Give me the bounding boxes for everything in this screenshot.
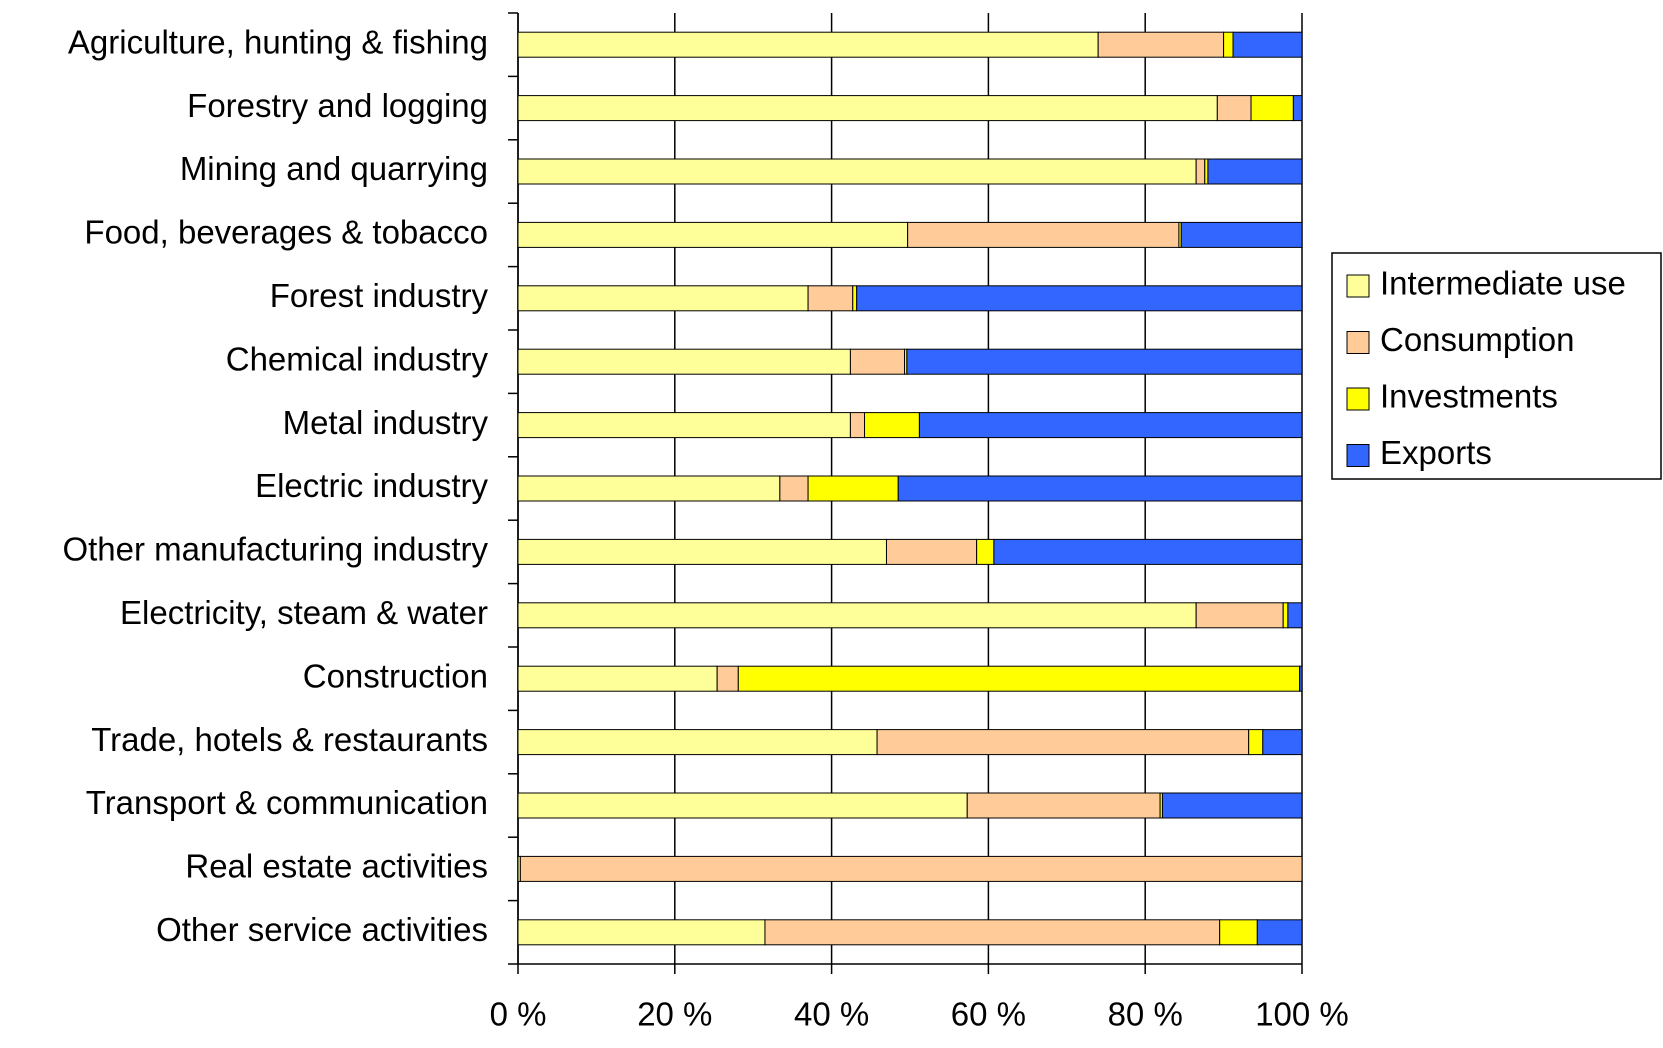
bar-segment [1287, 602, 1303, 629]
y-tick-label: Construction [303, 657, 488, 694]
legend-box [1331, 252, 1662, 480]
bar-segment [1223, 31, 1234, 58]
y-tick-label: Metal industry [283, 404, 489, 441]
bar-segment [517, 412, 851, 439]
bar-segment [864, 412, 920, 439]
legend-swatch [1346, 274, 1370, 298]
bar-segment [807, 475, 899, 502]
x-tick-label: 100 % [1255, 996, 1349, 1033]
bar-segment [1250, 95, 1294, 122]
legend-label: Exports [1380, 434, 1492, 471]
x-tick-label: 60 % [951, 996, 1026, 1033]
y-tick-label: Chemical industry [226, 340, 489, 377]
bar-segment [517, 602, 1197, 629]
bar-segment [779, 475, 809, 502]
bar-segment [807, 285, 854, 312]
legend-label: Intermediate use [1380, 265, 1626, 302]
y-tick-label: Agriculture, hunting & fishing [68, 23, 488, 60]
bar-segment [1161, 792, 1303, 819]
x-tick-label: 80 % [1108, 996, 1183, 1033]
bar-segment [1097, 31, 1225, 58]
bar-segment [737, 665, 1301, 692]
bar-segment [517, 285, 809, 312]
bar-segment [966, 792, 1161, 819]
bar-segment [517, 95, 1218, 122]
bar-segment [517, 221, 909, 248]
bar-segment [852, 285, 858, 312]
y-tick-label: Trade, hotels & restaurants [91, 721, 488, 758]
bar-segment [1232, 31, 1303, 58]
y-tick-label: Real estate activities [185, 848, 488, 885]
y-tick-label: Transport & communication [86, 784, 488, 821]
y-tick-label: Other manufacturing industry [62, 531, 488, 568]
bar-segment [1282, 602, 1289, 629]
y-tick-label: Forest industry [270, 277, 489, 314]
bar-segment [897, 475, 1303, 502]
bar-segment [517, 729, 878, 756]
bar-segment [1195, 602, 1284, 629]
bar-segment [849, 412, 866, 439]
bar-segment [849, 348, 906, 375]
x-tick-label: 40 % [794, 996, 869, 1033]
bar-segment [764, 919, 1221, 946]
bar-segment [1195, 158, 1206, 185]
bar-segment [517, 919, 766, 946]
bar-segment [1248, 729, 1264, 756]
bar-segment [1219, 919, 1258, 946]
bar-segment [993, 538, 1303, 565]
bar-segment [716, 665, 739, 692]
y-tick-label: Electricity, steam & water [120, 594, 488, 631]
x-tick-label: 0 % [490, 996, 547, 1033]
bar-segment [876, 729, 1250, 756]
bar-segment [517, 665, 718, 692]
bar-segment [517, 31, 1099, 58]
bar-segment [1216, 95, 1252, 122]
bar-segment [517, 475, 781, 502]
y-tick-label: Other service activities [156, 911, 488, 948]
legend-label: Investments [1380, 378, 1558, 415]
bar-segment [906, 348, 1303, 375]
bar-segment [885, 538, 978, 565]
y-tick-label: Forestry and logging [187, 87, 488, 124]
bar-segment [1207, 158, 1303, 185]
bar-segment [976, 538, 995, 565]
y-tick-label: Mining and quarrying [180, 150, 488, 187]
x-tick-label: 20 % [637, 996, 712, 1033]
bar-segment [856, 285, 1303, 312]
bar-segment [1180, 221, 1303, 248]
y-tick-label: Electric industry [255, 467, 488, 504]
bar-segment [907, 221, 1180, 248]
bar-segment [1299, 665, 1303, 692]
bar-segment [519, 855, 1303, 882]
y-tick-label: Food, beverages & tobacco [84, 214, 488, 251]
legend-swatch [1346, 331, 1370, 354]
bar-segment [517, 792, 968, 819]
bar-segment [1256, 919, 1303, 946]
legend-swatch [1346, 387, 1370, 411]
bar-segment [517, 158, 1197, 185]
legend-swatch [1346, 444, 1370, 467]
legend-label: Consumption [1380, 321, 1574, 358]
bar-segment [517, 348, 851, 375]
bar-segment [1292, 95, 1303, 122]
bar-segment [517, 538, 887, 565]
bar-segment [918, 412, 1303, 439]
bar-segment [1262, 729, 1303, 756]
